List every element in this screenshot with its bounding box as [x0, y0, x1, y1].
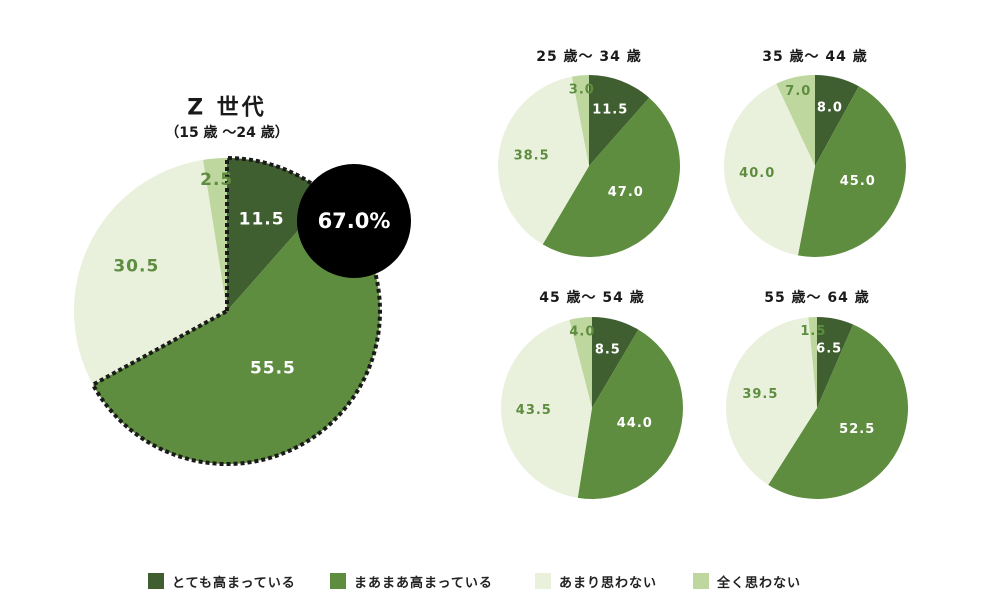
pie-4-slice-not-much [725, 317, 817, 485]
legend-swatch-somewhat [330, 573, 346, 589]
legend-swatch-very [148, 573, 164, 589]
pie-1-slice-not-much [498, 76, 589, 245]
pie-4-slice-very [817, 317, 854, 408]
pie-2-value-label-somewhat: 45.0 [840, 174, 876, 189]
pie-4-title: 55 歳～ 64 歳 [764, 289, 870, 306]
pie-3-value-label-not-at-all: 4.0 [569, 325, 595, 340]
legend-label-very: とても高まっている [172, 575, 296, 591]
pie-2-value-label-not-much: 40.0 [739, 166, 775, 181]
pie-0-value-label-very: 11.5 [239, 209, 285, 229]
pie-3-slice-not-much [501, 319, 592, 498]
pie-2-value-label-not-at-all: 7.0 [785, 84, 811, 99]
pie-0-callout: 67.0% [297, 164, 411, 278]
pie-4-slice-somewhat [768, 324, 908, 499]
legend-item-not-at-all: 全く思わない [693, 568, 801, 594]
pie-0-callout-text: 67.0% [318, 209, 391, 233]
pie-0-subtitle: （15 歳 ～24 歳） [165, 124, 289, 141]
pie-2-slice-somewhat [797, 86, 907, 258]
pie-3-title: 45 歳～ 54 歳 [539, 289, 645, 306]
pie-2-title: 35 歳～ 44 歳 [762, 48, 868, 65]
pie-chart-3: 8.5 44.0 43.5 4.0 45 歳～ 54 歳 [501, 289, 683, 499]
pie-4-slice-not-at-all [808, 317, 817, 408]
pie-0-callout-circle [297, 164, 411, 278]
legend-item-not-much: あまり思わない [535, 568, 657, 594]
pie-0-slice-not-much [73, 159, 227, 385]
legend-label-somewhat: まあまあ高まっている [354, 575, 493, 591]
legend: とても高まっている まあまあ高まっている あまり思わない 全く思わない [0, 568, 1000, 594]
pie-0-slice-not-at-all [203, 158, 227, 311]
pie-1-value-label-very: 11.5 [592, 102, 628, 117]
pie-0-value-label-somewhat: 55.5 [250, 358, 296, 378]
legend-item-somewhat: まあまあ高まっている [330, 568, 493, 594]
pie-chart-2: 8.0 45.0 40.0 7.0 35 歳～ 44 歳 [723, 48, 907, 258]
pie-3-slice-somewhat [577, 329, 683, 499]
pie-chart-1: 11.5 47.0 38.5 3.0 25 歳～ 34 歳 [498, 48, 681, 258]
pie-1-value-label-not-much: 38.5 [514, 148, 550, 163]
pie-0-title: Z 世代 [187, 96, 267, 121]
pie-1-value-label-not-at-all: 3.0 [569, 82, 595, 97]
pie-charts: 11.555.530.52.5Z 世代（15 歳 ～24 歳）67.0%11.5… [73, 48, 908, 499]
pie-chart-4: 6.5 52.5 39.5 1.5 55 歳～ 64 歳 [725, 289, 908, 499]
pie-3-value-label-somewhat: 44.0 [617, 416, 653, 431]
pie-3-slice-very [592, 317, 639, 408]
pie-0-slice-somewhat [92, 196, 380, 464]
legend-label-not-at-all: 全く思わない [717, 575, 802, 591]
pie-3-value-label-very: 8.5 [595, 343, 621, 358]
pie-4-value-label-somewhat: 52.5 [839, 422, 875, 437]
legend-item-very: とても高まっている [148, 568, 296, 594]
pie-1-slice-very [589, 75, 650, 166]
pie-chart-0: 11.5 55.5 30.5 2.5 Z 世代 （15 歳 ～24 歳） 67.0% [73, 96, 411, 466]
pie-0-value-label-not-at-all: 2.5 [200, 170, 233, 190]
pie-2-slice-not-much [723, 83, 815, 256]
legend-swatch-not-much [535, 573, 551, 589]
legend-swatch-not-at-all [693, 573, 709, 589]
pie-1-value-label-somewhat: 47.0 [608, 185, 644, 200]
pie-4-value-label-not-much: 39.5 [742, 387, 778, 402]
pie-2-value-label-very: 8.0 [817, 100, 843, 115]
pie-1-slice-not-at-all [571, 75, 589, 166]
pie-1-title: 25 歳～ 34 歳 [536, 48, 642, 65]
pie-3-slice-not-at-all [569, 317, 592, 408]
pie-1-slice-somewhat [542, 97, 681, 258]
pie-0-value-label-not-much: 30.5 [113, 257, 159, 277]
pie-3-value-label-not-much: 43.5 [516, 403, 552, 418]
pie-4-value-label-very: 6.5 [816, 342, 842, 357]
pie-4-value-label-not-at-all: 1.5 [800, 324, 826, 339]
pie-2-slice-very [815, 75, 859, 166]
legend-label-not-much: あまり思わない [559, 575, 658, 591]
pie-2-slice-not-at-all [776, 75, 815, 166]
